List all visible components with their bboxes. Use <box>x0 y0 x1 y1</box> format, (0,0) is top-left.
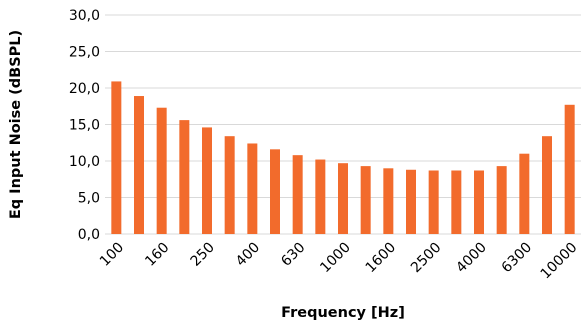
y-tick-label: 0,0 <box>78 227 100 243</box>
bar-315 <box>224 136 235 234</box>
bar-5000 <box>496 166 507 234</box>
bar-160 <box>156 107 167 234</box>
x-tick-label: 100 <box>97 240 127 270</box>
bar-10000 <box>564 104 575 234</box>
bar-500 <box>270 149 280 234</box>
y-tick-label: 25,0 <box>69 45 100 61</box>
bar-2000 <box>406 169 416 234</box>
y-axis-ticks: 0,0 5,0 10,0 15,0 20,0 25,0 30,0 <box>69 8 100 243</box>
bar-1000 <box>338 163 348 234</box>
x-tick-label: 1600 <box>363 240 400 277</box>
y-tick-label: 30,0 <box>69 8 100 24</box>
bar-125 <box>134 96 144 234</box>
bar-1600 <box>383 168 394 234</box>
bar-100 <box>111 81 122 235</box>
bar-1250 <box>360 166 371 234</box>
y-axis-title: Eq Input Noise (dBSPL) <box>8 30 24 219</box>
bar-200 <box>179 120 190 234</box>
y-tick-label: 20,0 <box>69 81 100 97</box>
bar-2500 <box>428 170 439 234</box>
y-tick-label: 15,0 <box>69 118 100 134</box>
x-tick-label: 630 <box>278 240 308 270</box>
bar-3150 <box>451 170 462 234</box>
x-tick-label: 6300 <box>499 240 536 277</box>
x-tick-label: 2500 <box>408 240 445 277</box>
x-tick-label: 250 <box>188 240 218 270</box>
x-tick-label: 400 <box>233 240 263 270</box>
bar-400 <box>247 143 258 234</box>
x-axis-ticks: 100 160 250 400 630 1000 1600 2500 4000 6300 10000 <box>97 240 581 283</box>
bar-4000 <box>474 170 484 234</box>
bar-250 <box>202 127 212 234</box>
bar-8000 <box>542 136 552 234</box>
x-tick-label: 10000 <box>538 240 581 283</box>
bar-630 <box>292 155 303 234</box>
y-tick-label: 10,0 <box>69 154 100 170</box>
bar-800 <box>315 159 326 234</box>
bars <box>111 81 575 235</box>
x-tick-label: 160 <box>142 240 172 270</box>
bar-6300 <box>519 153 530 234</box>
x-tick-label: 4000 <box>453 240 490 277</box>
x-tick-label: 1000 <box>317 240 354 277</box>
y-tick-label: 5,0 <box>78 191 100 207</box>
x-axis-title: Frequency [Hz] <box>281 305 405 321</box>
